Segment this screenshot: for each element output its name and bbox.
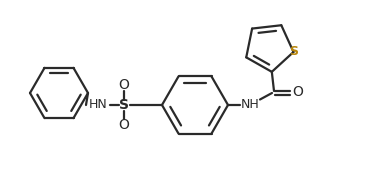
Text: O: O [293,85,304,99]
Text: NH: NH [241,98,259,112]
Text: O: O [119,78,129,92]
Text: O: O [119,118,129,132]
Text: HN: HN [88,98,107,112]
Text: S: S [119,98,129,112]
Text: S: S [289,45,298,59]
